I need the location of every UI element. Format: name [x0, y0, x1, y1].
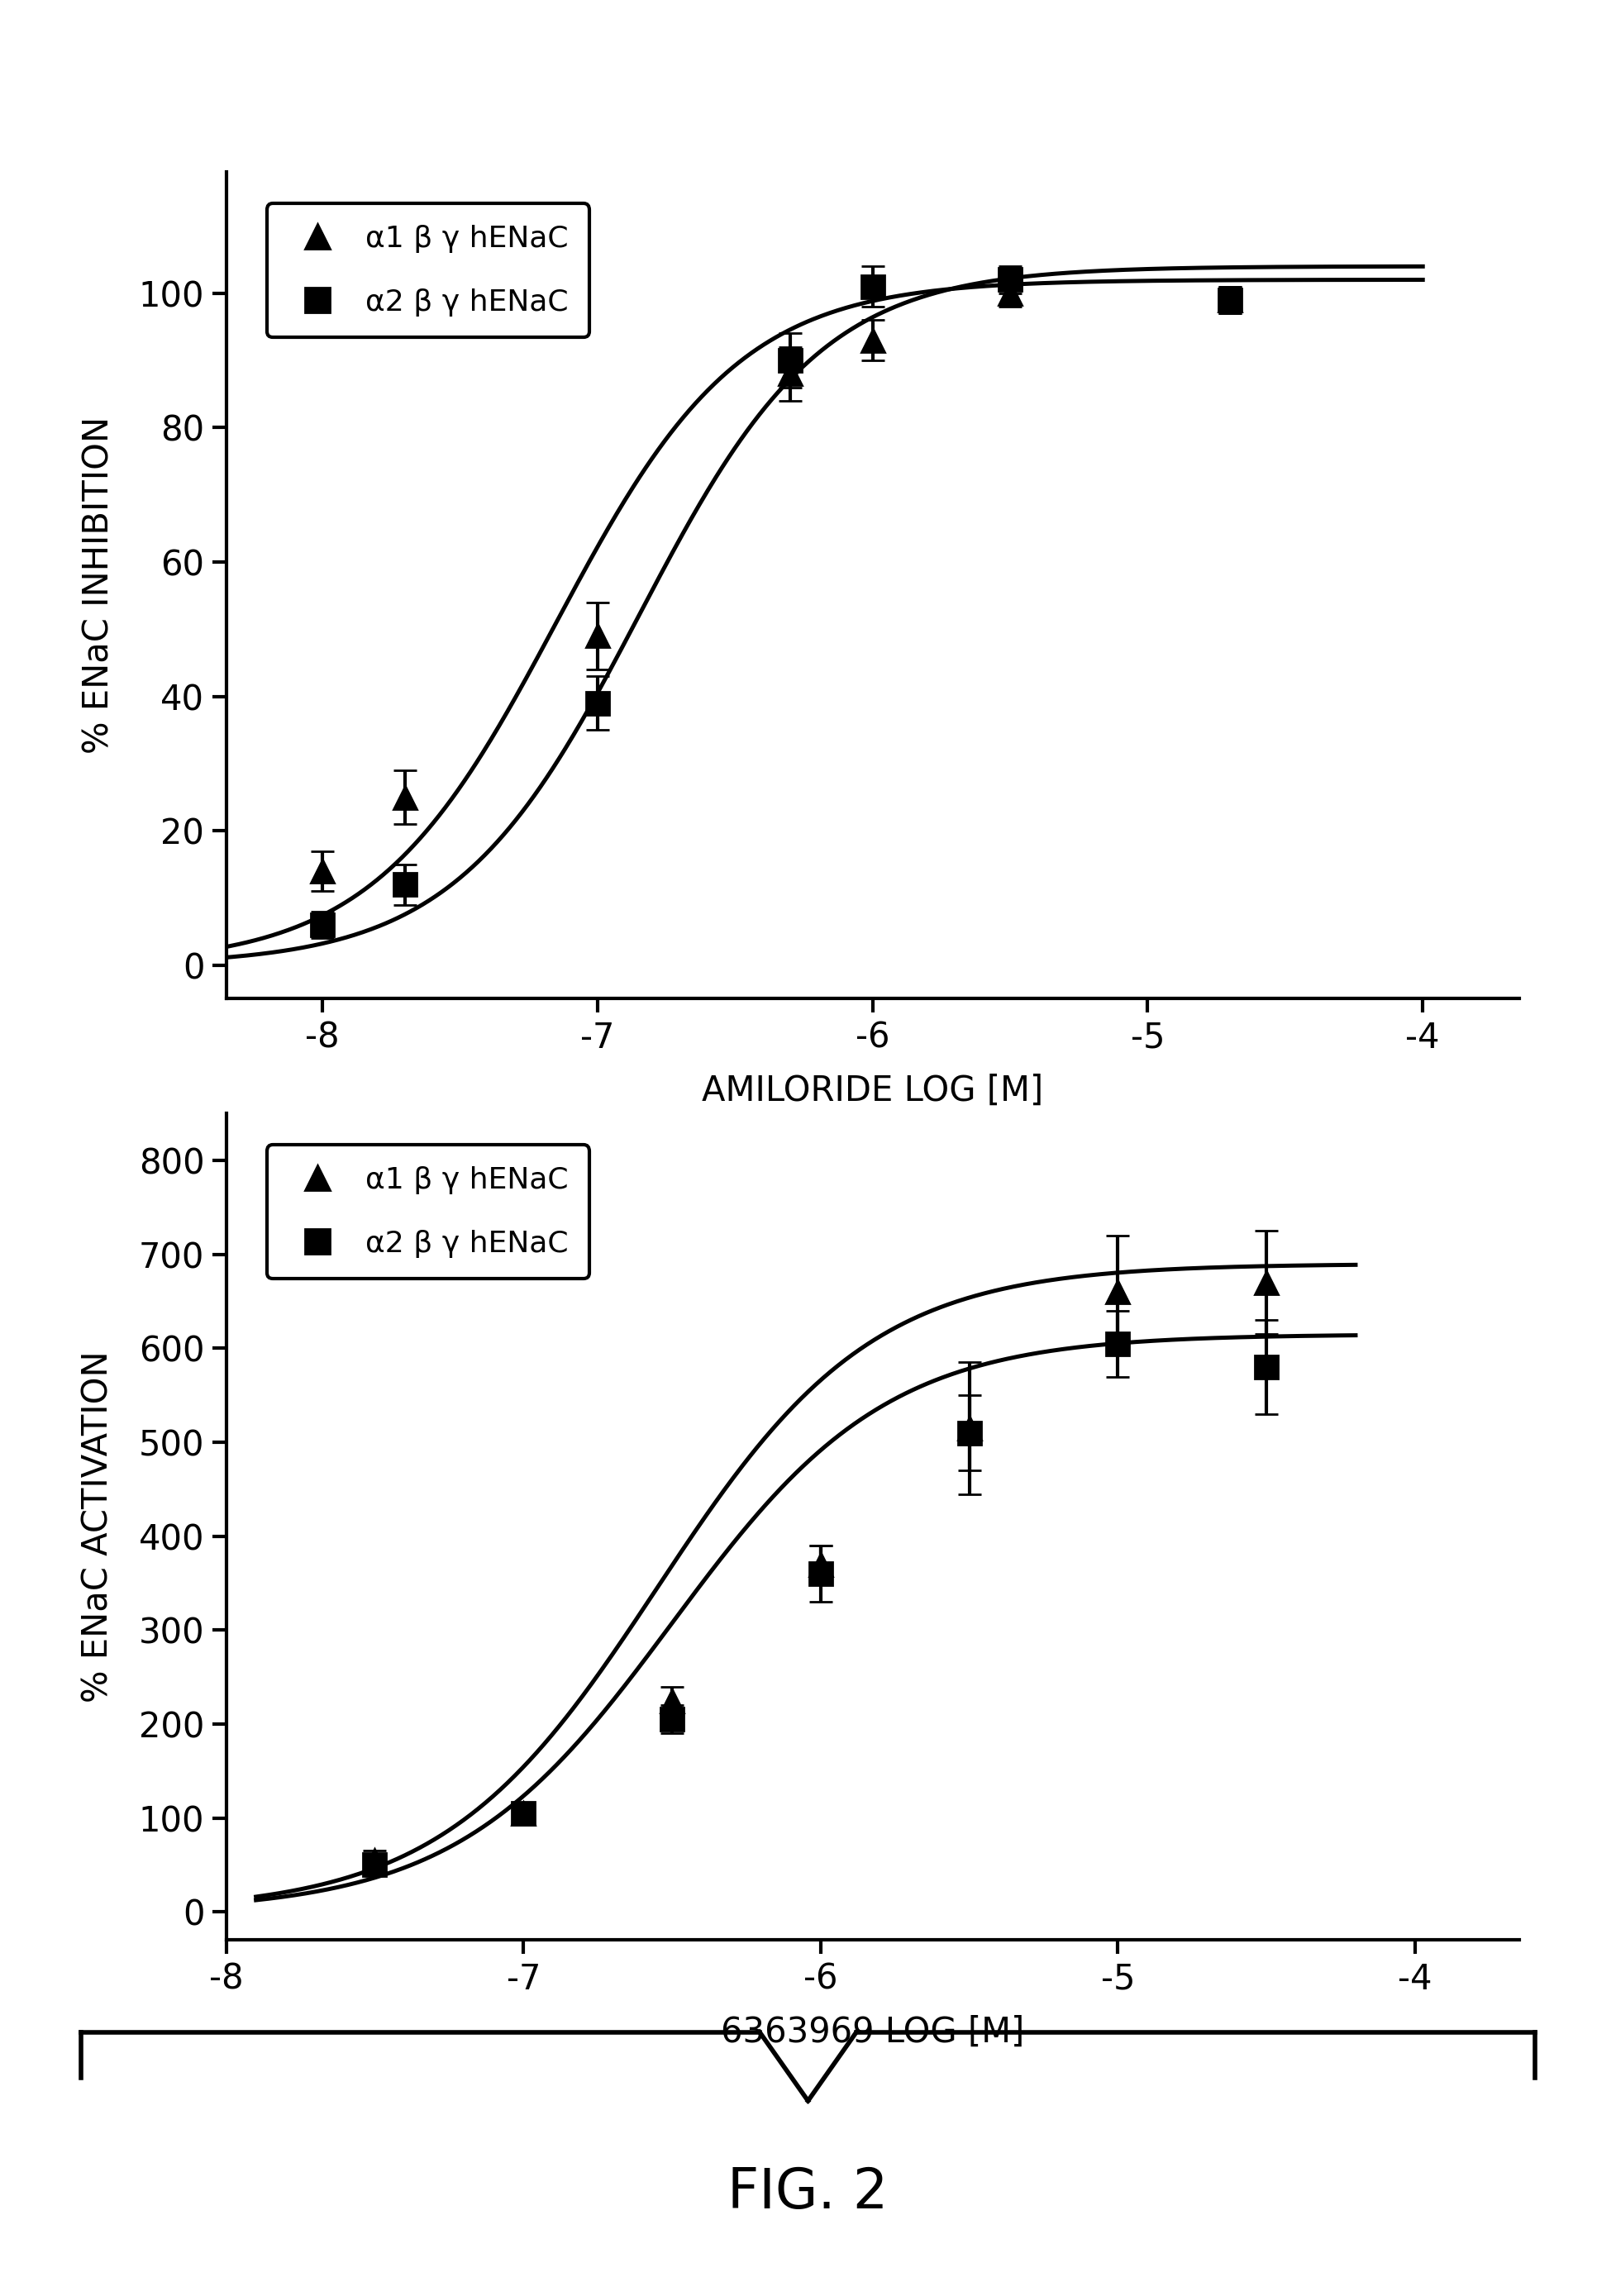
Y-axis label: % ENaC INHIBITION: % ENaC INHIBITION: [81, 418, 116, 753]
X-axis label: 6363969 LOG [M]: 6363969 LOG [M]: [721, 2016, 1025, 2050]
X-axis label: AMILORIDE LOG [M]: AMILORIDE LOG [M]: [701, 1075, 1044, 1109]
Y-axis label: % ENaC ACTIVATION: % ENaC ACTIVATION: [81, 1350, 116, 1704]
Legend: α1 β γ hENaC, α2 β γ hENaC: α1 β γ hENaC, α2 β γ hENaC: [267, 1146, 590, 1279]
Text: FIG. 2: FIG. 2: [727, 2165, 889, 2220]
Legend: α1 β γ hENaC, α2 β γ hENaC: α1 β γ hENaC, α2 β γ hENaC: [267, 204, 590, 338]
